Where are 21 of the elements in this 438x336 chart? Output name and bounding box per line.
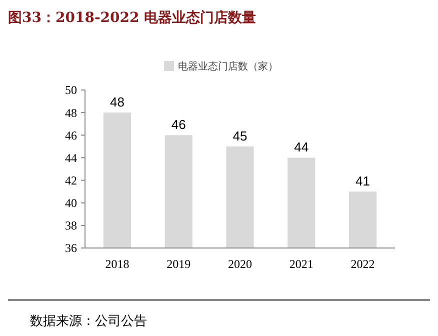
legend-label: 电器业态门店数（家） [178,60,278,72]
y-tick-label: 44 [65,150,77,165]
x-tick-label: 2018 [105,257,130,271]
y-tick-label: 40 [65,196,77,210]
data-label: 44 [294,140,309,155]
x-tick-label: 2019 [166,257,191,271]
x-tick-label: 2021 [289,257,314,271]
data-label: 41 [356,174,370,189]
source-note: 数据来源：公司公告 [30,314,147,329]
x-tick-label: 2020 [228,257,252,271]
y-tick-label: 48 [65,106,77,120]
x-tick-label: 2022 [350,257,375,271]
y-tick-label: 46 [65,128,77,142]
data-label: 46 [171,117,186,132]
y-tick-label: 36 [65,241,77,256]
chart-title: 图33：2018-2022 电器业态门店数量 [8,9,256,26]
data-label: 48 [110,94,124,110]
y-tick-label: 38 [65,218,77,233]
y-tick-label: 42 [65,173,77,188]
data-label: 45 [232,128,248,144]
y-tick-label: 50 [65,83,77,98]
